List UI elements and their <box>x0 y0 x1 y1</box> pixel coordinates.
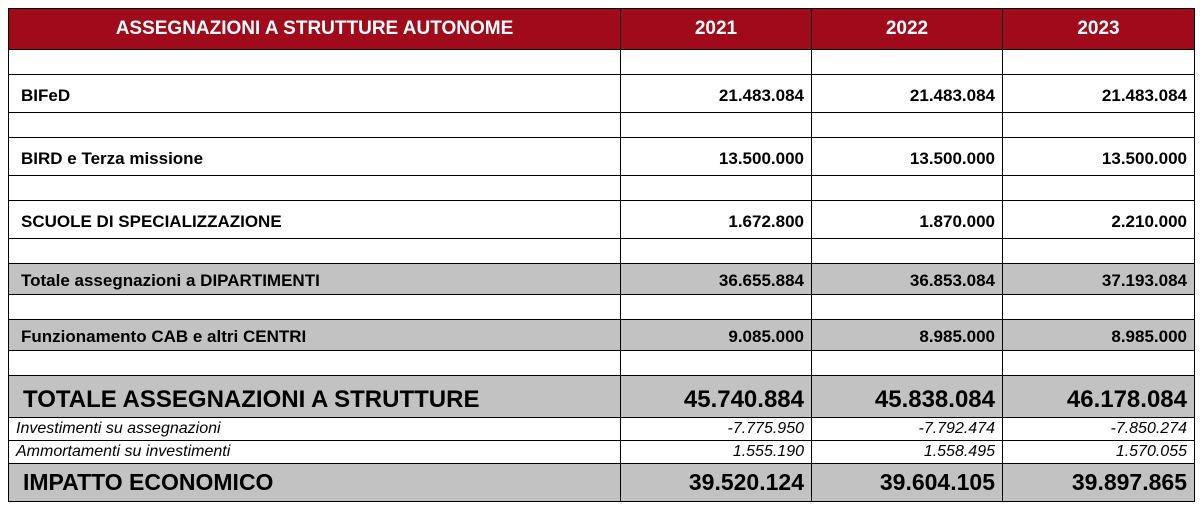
value-2023: 21.483.084 <box>1002 74 1195 113</box>
spacer-row <box>8 294 1195 320</box>
value-2023: 13.500.000 <box>1002 137 1195 176</box>
value-2022: 1.558.495 <box>811 440 1003 464</box>
value-2023: 2.210.000 <box>1002 200 1195 239</box>
table-row-impatto: IMPATTO ECONOMICO 39.520.124 39.604.105 … <box>8 463 1195 502</box>
table-row-scuole: SCUOLE DI SPECIALIZZAZIONE 1.672.800 1.8… <box>8 200 1195 239</box>
spacer-row <box>8 350 1195 376</box>
value-2021: 21.483.084 <box>620 74 812 113</box>
value-2023: 1.570.055 <box>1002 440 1195 464</box>
value-2021: 36.655.884 <box>620 263 812 295</box>
row-label: Funzionamento CAB e altri CENTRI <box>8 319 621 351</box>
table-row-bird: BIRD e Terza missione 13.500.000 13.500.… <box>8 137 1195 176</box>
year-header-2023: 2023 <box>1002 8 1195 50</box>
row-label: TOTALE ASSEGNAZIONI A STRUTTURE <box>8 375 621 418</box>
table-header-row: ASSEGNAZIONI A STRUTTURE AUTONOME 2021 2… <box>8 8 1195 50</box>
spacer-row <box>8 175 1195 201</box>
value-2021: 45.740.884 <box>620 375 812 418</box>
row-label: SCUOLE DI SPECIALIZZAZIONE <box>8 200 621 239</box>
row-label: Totale assegnazioni a DIPARTIMENTI <box>8 263 621 295</box>
table-row-totale-strutture: TOTALE ASSEGNAZIONI A STRUTTURE 45.740.8… <box>8 375 1195 418</box>
value-2023: -7.850.274 <box>1002 417 1195 441</box>
spacer-row <box>8 112 1195 138</box>
value-2021: 1.672.800 <box>620 200 812 239</box>
value-2023: 46.178.084 <box>1002 375 1195 418</box>
value-2022: -7.792.474 <box>811 417 1003 441</box>
value-2022: 21.483.084 <box>811 74 1003 113</box>
value-2023: 39.897.865 <box>1002 463 1195 502</box>
value-2021: 9.085.000 <box>620 319 812 351</box>
value-2021: -7.775.950 <box>620 417 812 441</box>
year-header-2021: 2021 <box>620 8 812 50</box>
row-label: Investimenti su assegnazioni <box>8 417 621 441</box>
value-2022: 45.838.084 <box>811 375 1003 418</box>
row-label: Ammortamenti su investimenti <box>8 440 621 464</box>
row-label: BIFeD <box>8 74 621 113</box>
value-2021: 1.555.190 <box>620 440 812 464</box>
value-2021: 13.500.000 <box>620 137 812 176</box>
value-2022: 1.870.000 <box>811 200 1003 239</box>
table-row-bifed: BIFeD 21.483.084 21.483.084 21.483.084 <box>8 74 1195 113</box>
spacer-row <box>8 238 1195 264</box>
table-row-totale-dipartimenti: Totale assegnazioni a DIPARTIMENTI 36.65… <box>8 263 1195 295</box>
year-header-2022: 2022 <box>811 8 1003 50</box>
table-row-ammortamenti: Ammortamenti su investimenti 1.555.190 1… <box>8 440 1195 464</box>
value-2022: 39.604.105 <box>811 463 1003 502</box>
value-2021: 39.520.124 <box>620 463 812 502</box>
row-label: BIRD e Terza missione <box>8 137 621 176</box>
value-2023: 37.193.084 <box>1002 263 1195 295</box>
value-2022: 8.985.000 <box>811 319 1003 351</box>
assegnazioni-table: ASSEGNAZIONI A STRUTTURE AUTONOME 2021 2… <box>8 8 1195 502</box>
table-row-investimenti: Investimenti su assegnazioni -7.775.950 … <box>8 417 1195 441</box>
value-2022: 13.500.000 <box>811 137 1003 176</box>
value-2022: 36.853.084 <box>811 263 1003 295</box>
table-row-funzionamento: Funzionamento CAB e altri CENTRI 9.085.0… <box>8 319 1195 351</box>
row-label: IMPATTO ECONOMICO <box>8 463 621 502</box>
value-2023: 8.985.000 <box>1002 319 1195 351</box>
spacer-row <box>8 49 1195 75</box>
table-title: ASSEGNAZIONI A STRUTTURE AUTONOME <box>8 8 621 50</box>
